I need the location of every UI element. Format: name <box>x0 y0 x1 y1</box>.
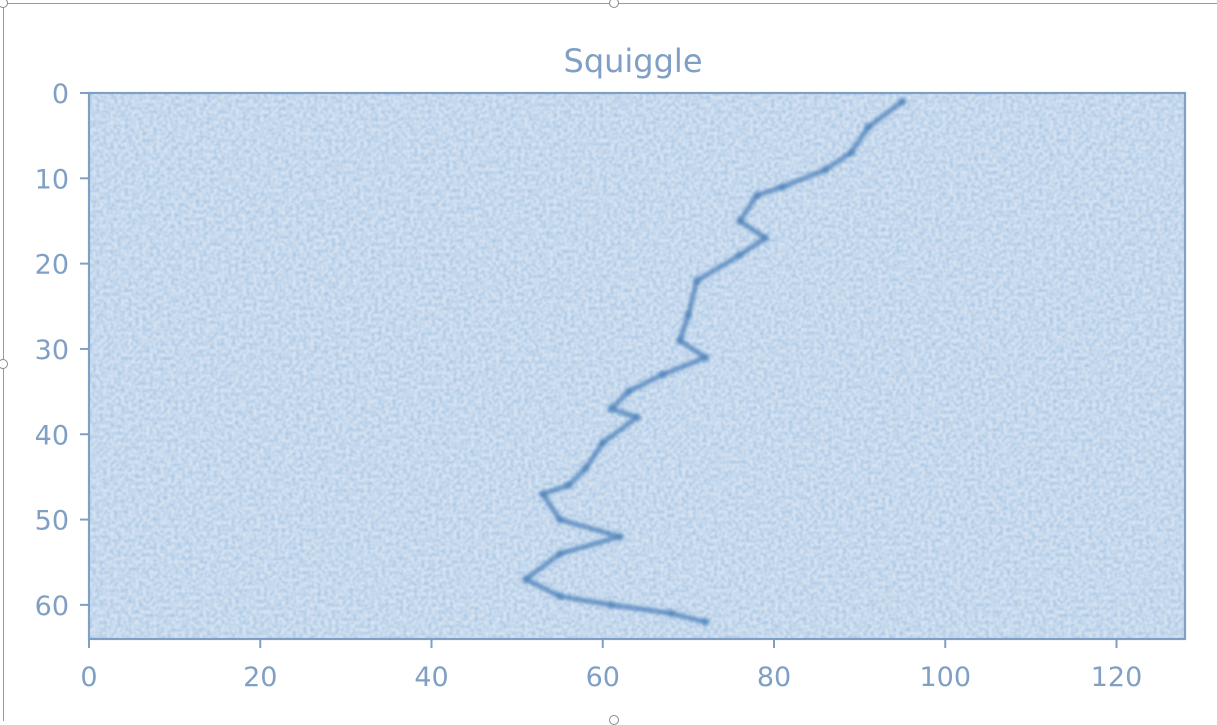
y-tick-label: 20 <box>35 250 69 281</box>
resize-handle-top-left[interactable] <box>0 0 8 8</box>
squiggle-point <box>701 353 710 362</box>
x-tick-label: 0 <box>80 662 97 693</box>
y-tick-label: 10 <box>35 164 69 195</box>
squiggle-point <box>633 413 641 422</box>
squiggle-point <box>555 515 564 524</box>
squiggle-point <box>607 404 616 413</box>
y-tick-label: 60 <box>35 591 69 622</box>
x-tick-label: 100 <box>919 662 971 693</box>
squiggle-point <box>752 191 761 200</box>
signal-path <box>521 97 907 626</box>
x-tick-label: 40 <box>414 662 448 693</box>
x-tick-label: 80 <box>757 662 791 693</box>
squiggle-point <box>538 490 547 498</box>
squiggle-point <box>598 438 607 447</box>
x-tick-label: 20 <box>243 662 277 693</box>
y-tick-label: 50 <box>35 506 69 537</box>
x-axis: 0 20 40 60 80 100 120 <box>80 639 1142 693</box>
x-tick-label: 120 <box>1091 662 1143 693</box>
y-axis: 0 10 20 30 40 50 60 <box>35 79 89 622</box>
resize-handle-left[interactable] <box>0 359 8 369</box>
plot-area <box>89 93 1185 639</box>
squiggle-point <box>658 370 667 379</box>
squiggle-point <box>821 165 830 174</box>
selection-border-top <box>0 3 1217 4</box>
heatmap-noise <box>89 93 1185 639</box>
squiggle-point <box>667 609 676 618</box>
chart-title: Squiggle <box>564 42 703 80</box>
squiggle-point <box>692 276 701 285</box>
squiggle-point <box>778 182 787 191</box>
squiggle-point <box>555 549 564 558</box>
resize-handle-top[interactable] <box>609 0 619 8</box>
y-tick-label: 0 <box>52 79 69 110</box>
squiggle-point <box>735 251 744 260</box>
squiggle-point <box>701 617 710 626</box>
y-tick-label: 40 <box>35 420 69 451</box>
squiggle-point <box>521 575 530 584</box>
x-tick-label: 60 <box>586 662 620 693</box>
squiggle-point <box>615 532 624 541</box>
plot-border <box>87 91 1187 641</box>
squiggle-point <box>555 592 564 601</box>
y-tick-label: 30 <box>35 335 69 366</box>
squiggle-point <box>761 234 770 242</box>
squiggle-point <box>684 310 693 319</box>
squiggle-point <box>675 336 684 345</box>
squiggle-point <box>624 387 633 396</box>
squiggle-point <box>847 148 856 157</box>
squiggle-point <box>607 600 616 609</box>
squiggle-point <box>581 464 590 473</box>
squiggle-point <box>864 123 873 132</box>
squiggle-point <box>898 97 907 106</box>
squiggle-point <box>735 217 744 225</box>
squiggle-point <box>564 481 573 490</box>
